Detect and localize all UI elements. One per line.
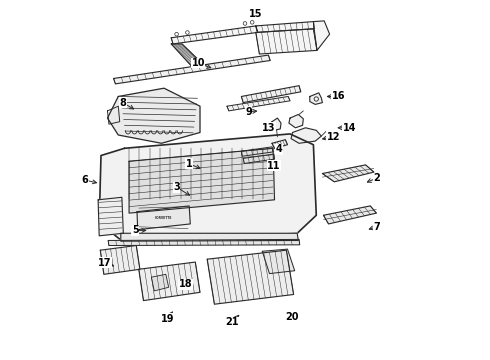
Text: 20: 20 — [285, 312, 298, 322]
Polygon shape — [139, 262, 200, 301]
Polygon shape — [314, 21, 330, 50]
Text: 3: 3 — [173, 182, 180, 192]
Text: 12: 12 — [326, 132, 340, 142]
Text: 14: 14 — [343, 123, 356, 133]
Polygon shape — [291, 128, 321, 143]
Text: 13: 13 — [262, 123, 275, 133]
Text: 16: 16 — [332, 91, 345, 102]
Polygon shape — [107, 88, 200, 143]
Text: 21: 21 — [226, 317, 239, 327]
Polygon shape — [256, 29, 317, 54]
Polygon shape — [272, 140, 288, 148]
Polygon shape — [98, 197, 123, 236]
Polygon shape — [207, 250, 294, 304]
Polygon shape — [322, 165, 374, 182]
Polygon shape — [242, 86, 301, 103]
Text: 5: 5 — [132, 225, 139, 235]
Text: 4: 4 — [276, 144, 283, 154]
Polygon shape — [99, 134, 316, 243]
Polygon shape — [310, 93, 322, 104]
Polygon shape — [289, 114, 303, 128]
Polygon shape — [171, 26, 258, 44]
Text: 9: 9 — [245, 107, 252, 117]
Text: 19: 19 — [161, 314, 174, 324]
Polygon shape — [262, 249, 294, 274]
Polygon shape — [100, 246, 140, 274]
Polygon shape — [121, 233, 298, 241]
Polygon shape — [137, 206, 190, 230]
Polygon shape — [271, 118, 281, 130]
Text: 1: 1 — [186, 159, 193, 169]
Polygon shape — [114, 55, 270, 84]
Polygon shape — [256, 22, 314, 32]
Text: 15: 15 — [249, 9, 263, 19]
Text: 17: 17 — [98, 258, 111, 268]
Text: 18: 18 — [179, 279, 193, 289]
Polygon shape — [171, 44, 202, 66]
Text: 2: 2 — [373, 173, 380, 183]
Text: 8: 8 — [119, 98, 126, 108]
Polygon shape — [108, 239, 300, 246]
Text: 11: 11 — [267, 161, 281, 171]
Polygon shape — [242, 147, 273, 156]
Text: CORVETTE: CORVETTE — [155, 216, 172, 220]
Polygon shape — [129, 148, 274, 213]
Text: 6: 6 — [81, 175, 88, 185]
Polygon shape — [323, 206, 376, 224]
Text: 10: 10 — [192, 58, 205, 68]
Polygon shape — [243, 154, 274, 163]
Polygon shape — [151, 274, 169, 291]
Text: 7: 7 — [373, 222, 380, 232]
Polygon shape — [227, 96, 290, 111]
